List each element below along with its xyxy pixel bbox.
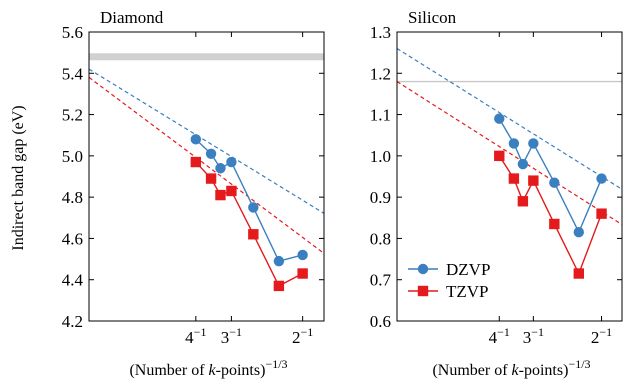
data-point-dzvp — [226, 156, 237, 168]
y-tick-label: 5.2 — [62, 106, 83, 125]
data-point-dzvp — [494, 113, 505, 124]
y-tick-label: 4.4 — [62, 271, 84, 290]
x-tick-label: 2−1 — [591, 325, 612, 347]
y-axis-label: Indirect band gap (eV) — [10, 105, 27, 250]
data-point-tzvp — [297, 268, 308, 279]
data-point-tzvp — [596, 208, 607, 219]
data-point-dzvp — [273, 255, 285, 267]
data-point-tzvp — [549, 218, 560, 230]
data-point-tzvp — [517, 196, 529, 207]
data-point-tzvp — [205, 173, 217, 184]
x-tick-label: 3−1 — [221, 325, 242, 347]
x-tick-label: 3−1 — [523, 325, 544, 347]
legend: DZVP TZVP — [408, 260, 490, 301]
data-point-dzvp — [549, 177, 560, 188]
data-point-tzvp — [494, 150, 505, 162]
silicon-panel: 0.6 0.7 0.8 0.9 1.0 1.1 1.2 1.3 4−1 3−1 2−1 Silicon… — [370, 8, 623, 379]
x-tick-label: 4−1 — [185, 325, 206, 347]
data-point-tzvp — [573, 268, 584, 279]
extrapolation-line-dzvp — [397, 48, 622, 190]
data-point-dzvp — [596, 173, 607, 184]
data-point-dzvp — [248, 202, 259, 213]
y-tick-label: 1.0 — [370, 147, 391, 166]
y-tick-label: 0.8 — [370, 229, 391, 248]
plot-area — [89, 53, 324, 292]
data-point-dzvp — [215, 163, 226, 174]
data-point-tzvp — [190, 156, 202, 168]
data-point-tzvp — [508, 173, 520, 184]
y-tick-label: 5.4 — [62, 64, 84, 83]
y-tick-label: 1.3 — [370, 23, 391, 42]
data-point-dzvp — [528, 138, 539, 149]
data-point-dzvp — [573, 227, 584, 238]
legend-marker-tzvp — [417, 285, 429, 297]
panel-title: Silicon — [408, 8, 457, 27]
extrapolation-line-tzvp — [397, 81, 622, 226]
y-tick-label: 5.0 — [62, 147, 83, 166]
y-tick-label: 4.2 — [62, 312, 83, 331]
y-tick-label: 0.7 — [370, 271, 392, 290]
data-point-dzvp — [190, 134, 202, 145]
data-point-dzvp — [297, 249, 308, 261]
data-point-tzvp — [215, 189, 226, 201]
panel-title: Diamond — [100, 8, 164, 27]
data-point-dzvp — [205, 148, 217, 159]
x-axis-label: (Number of k-points)−1/3 — [432, 357, 590, 379]
diamond-panel: 4.2 4.4 4.6 4.8 5.0 5.2 5.4 5.6 4−1 3−1 2−1 Diamond… — [62, 8, 325, 379]
data-point-tzvp — [248, 229, 259, 240]
data-point-tzvp — [528, 175, 539, 186]
data-point-dzvp — [517, 158, 529, 170]
data-point-dzvp — [508, 138, 520, 149]
extrapolation-line-dzvp — [89, 68, 324, 214]
legend-label-dzvp: DZVP — [446, 260, 490, 279]
extrapolation-line-tzvp — [89, 76, 324, 254]
plot-area — [397, 48, 622, 279]
data-point-tzvp — [273, 280, 285, 292]
y-tick-label: 0.6 — [370, 312, 391, 331]
y-tick-label: 4.6 — [62, 229, 83, 248]
legend-marker-dzvp — [417, 263, 429, 275]
data-point-tzvp — [226, 185, 237, 197]
y-tick-label: 0.9 — [370, 188, 391, 207]
plot-frame — [396, 31, 623, 322]
y-tick-label: 1.2 — [370, 64, 391, 83]
x-tick-label: 4−1 — [489, 325, 510, 347]
y-tick-label: 5.6 — [62, 23, 83, 42]
x-axis-label: (Number of k-points)−1/3 — [129, 357, 287, 379]
y-tick-label: 1.1 — [370, 106, 391, 125]
plot-frame — [88, 31, 325, 322]
legend-label-tzvp: TZVP — [446, 282, 489, 301]
y-tick-label: 4.8 — [62, 188, 83, 207]
x-tick-label: 2−1 — [292, 325, 313, 347]
